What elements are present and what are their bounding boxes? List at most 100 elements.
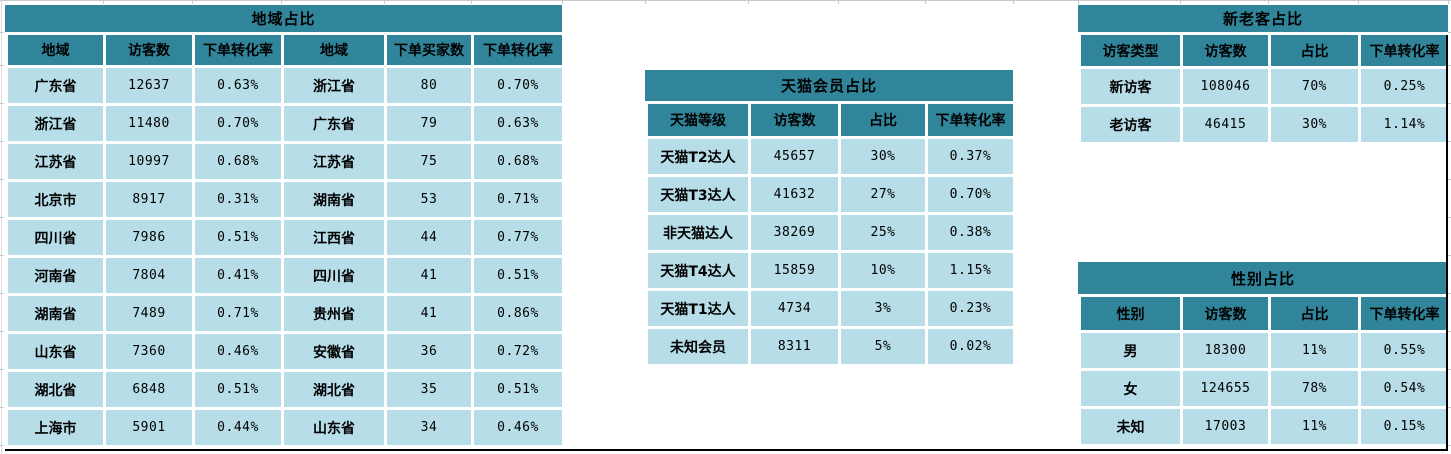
gender-table-title[interactable]: 性别占比 (1078, 262, 1448, 294)
new-old-table[interactable]: 访客类型 访客数 占比 下单转化率 新访客 108046 70% 0.25% 老访客 46415 3… (1078, 32, 1451, 145)
value-cell[interactable]: 5% (838, 326, 928, 367)
value-cell[interactable]: 46415 (1180, 104, 1271, 145)
value-cell[interactable]: 30% (838, 136, 928, 177)
tmall-table-title[interactable]: 天猫会员占比 (645, 70, 1013, 101)
value-cell[interactable]: 0.23% (925, 288, 1016, 329)
value-cell[interactable]: 35 (384, 369, 474, 410)
value-cell[interactable]: 27% (838, 174, 928, 215)
column-header[interactable]: 占比 (1268, 32, 1361, 69)
value-cell[interactable]: 80 (384, 65, 474, 106)
value-cell[interactable]: 30% (1268, 104, 1361, 145)
value-cell[interactable]: 0.63% (192, 65, 284, 106)
label-cell[interactable]: 湖北省 (281, 369, 387, 410)
value-cell[interactable]: 41632 (748, 174, 841, 215)
value-cell[interactable]: 0.38% (925, 212, 1016, 253)
value-cell[interactable]: 0.55% (1358, 330, 1451, 371)
value-cell[interactable]: 10997 (103, 141, 195, 182)
value-cell[interactable]: 0.71% (471, 179, 565, 220)
value-cell[interactable]: 0.25% (1358, 66, 1451, 107)
value-cell[interactable]: 41 (384, 255, 474, 296)
new-old-table-title[interactable]: 新老客占比 (1078, 5, 1448, 32)
value-cell[interactable]: 0.51% (471, 255, 565, 296)
value-cell[interactable]: 0.63% (471, 103, 565, 144)
value-cell[interactable]: 38269 (748, 212, 841, 253)
value-cell[interactable]: 25% (838, 212, 928, 253)
label-cell[interactable]: 北京市 (5, 179, 106, 220)
value-cell[interactable]: 7986 (103, 217, 195, 258)
value-cell[interactable]: 1.15% (925, 250, 1016, 291)
value-cell[interactable]: 0.68% (192, 141, 284, 182)
label-cell[interactable]: 未知 (1078, 406, 1183, 447)
region-table-title[interactable]: 地域占比 (5, 5, 562, 32)
value-cell[interactable]: 0.02% (925, 326, 1016, 367)
column-header[interactable]: 地域 (281, 32, 387, 68)
value-cell[interactable]: 75 (384, 141, 474, 182)
value-cell[interactable]: 0.54% (1358, 368, 1451, 409)
value-cell[interactable]: 41 (384, 293, 474, 334)
value-cell[interactable]: 12637 (103, 65, 195, 106)
gender-table[interactable]: 性别 访客数 占比 下单转化率男 18300 11% 0.55% 女 124655 78% 0.54… (1078, 294, 1451, 447)
column-header[interactable]: 下单转化率 (192, 32, 284, 68)
value-cell[interactable]: 0.70% (925, 174, 1016, 215)
column-header[interactable]: 下单转化率 (471, 32, 565, 68)
value-cell[interactable]: 17003 (1180, 406, 1271, 447)
value-cell[interactable]: 7489 (103, 293, 195, 334)
value-cell[interactable]: 0.70% (192, 103, 284, 144)
value-cell[interactable]: 44 (384, 217, 474, 258)
label-cell[interactable]: 贵州省 (281, 293, 387, 334)
value-cell[interactable]: 0.51% (471, 369, 565, 410)
value-cell[interactable]: 53 (384, 179, 474, 220)
label-cell[interactable]: 江苏省 (5, 141, 106, 182)
value-cell[interactable]: 0.15% (1358, 406, 1451, 447)
value-cell[interactable]: 70% (1268, 66, 1361, 107)
value-cell[interactable]: 3% (838, 288, 928, 329)
column-header[interactable]: 天猫等级 (645, 101, 751, 139)
value-cell[interactable]: 1.14% (1358, 104, 1451, 145)
value-cell[interactable]: 0.51% (192, 217, 284, 258)
label-cell[interactable]: 新访客 (1078, 66, 1183, 107)
column-header[interactable]: 访客数 (1180, 294, 1271, 333)
label-cell[interactable]: 四川省 (281, 255, 387, 296)
label-cell[interactable]: 天猫T1达人 (645, 288, 751, 329)
label-cell[interactable]: 四川省 (5, 217, 106, 258)
value-cell[interactable]: 0.72% (471, 331, 565, 372)
label-cell[interactable]: 天猫T4达人 (645, 250, 751, 291)
value-cell[interactable]: 78% (1268, 368, 1361, 409)
column-header[interactable]: 性别 (1078, 294, 1183, 333)
value-cell[interactable]: 4734 (748, 288, 841, 329)
label-cell[interactable]: 浙江省 (281, 65, 387, 106)
value-cell[interactable]: 11% (1268, 330, 1361, 371)
value-cell[interactable]: 6848 (103, 369, 195, 410)
value-cell[interactable]: 34 (384, 407, 474, 448)
value-cell[interactable]: 0.46% (471, 407, 565, 448)
value-cell[interactable]: 11480 (103, 103, 195, 144)
value-cell[interactable]: 45657 (748, 136, 841, 177)
label-cell[interactable]: 山东省 (281, 407, 387, 448)
label-cell[interactable]: 河南省 (5, 255, 106, 296)
value-cell[interactable]: 0.46% (192, 331, 284, 372)
column-header[interactable]: 下单转化率 (1358, 294, 1451, 333)
column-header[interactable]: 地域 (5, 32, 106, 68)
label-cell[interactable]: 广东省 (5, 65, 106, 106)
label-cell[interactable]: 湖北省 (5, 369, 106, 410)
column-header[interactable]: 访客数 (1180, 32, 1271, 69)
label-cell[interactable]: 女 (1078, 368, 1183, 409)
value-cell[interactable]: 0.51% (192, 369, 284, 410)
label-cell[interactable]: 山东省 (5, 331, 106, 372)
value-cell[interactable]: 0.41% (192, 255, 284, 296)
label-cell[interactable]: 男 (1078, 330, 1183, 371)
value-cell[interactable]: 8311 (748, 326, 841, 367)
label-cell[interactable]: 天猫T2达人 (645, 136, 751, 177)
region-table[interactable]: 地域 访客数 下单转化率 地域 下单买家数 下单转化率 广东省 12637 0.63% 浙江省 80… (5, 32, 565, 448)
value-cell[interactable]: 124655 (1180, 368, 1271, 409)
value-cell[interactable]: 0.68% (471, 141, 565, 182)
label-cell[interactable]: 安徽省 (281, 331, 387, 372)
value-cell[interactable]: 11% (1268, 406, 1361, 447)
tmall-table[interactable]: 天猫等级 访客数 占比 下单转化率 天猫T2达人 45657 30% 0.37% 天猫T3达人 4… (645, 101, 1016, 367)
value-cell[interactable]: 7360 (103, 331, 195, 372)
column-header[interactable]: 占比 (1268, 294, 1361, 333)
label-cell[interactable]: 江西省 (281, 217, 387, 258)
value-cell[interactable]: 108046 (1180, 66, 1271, 107)
value-cell[interactable]: 79 (384, 103, 474, 144)
